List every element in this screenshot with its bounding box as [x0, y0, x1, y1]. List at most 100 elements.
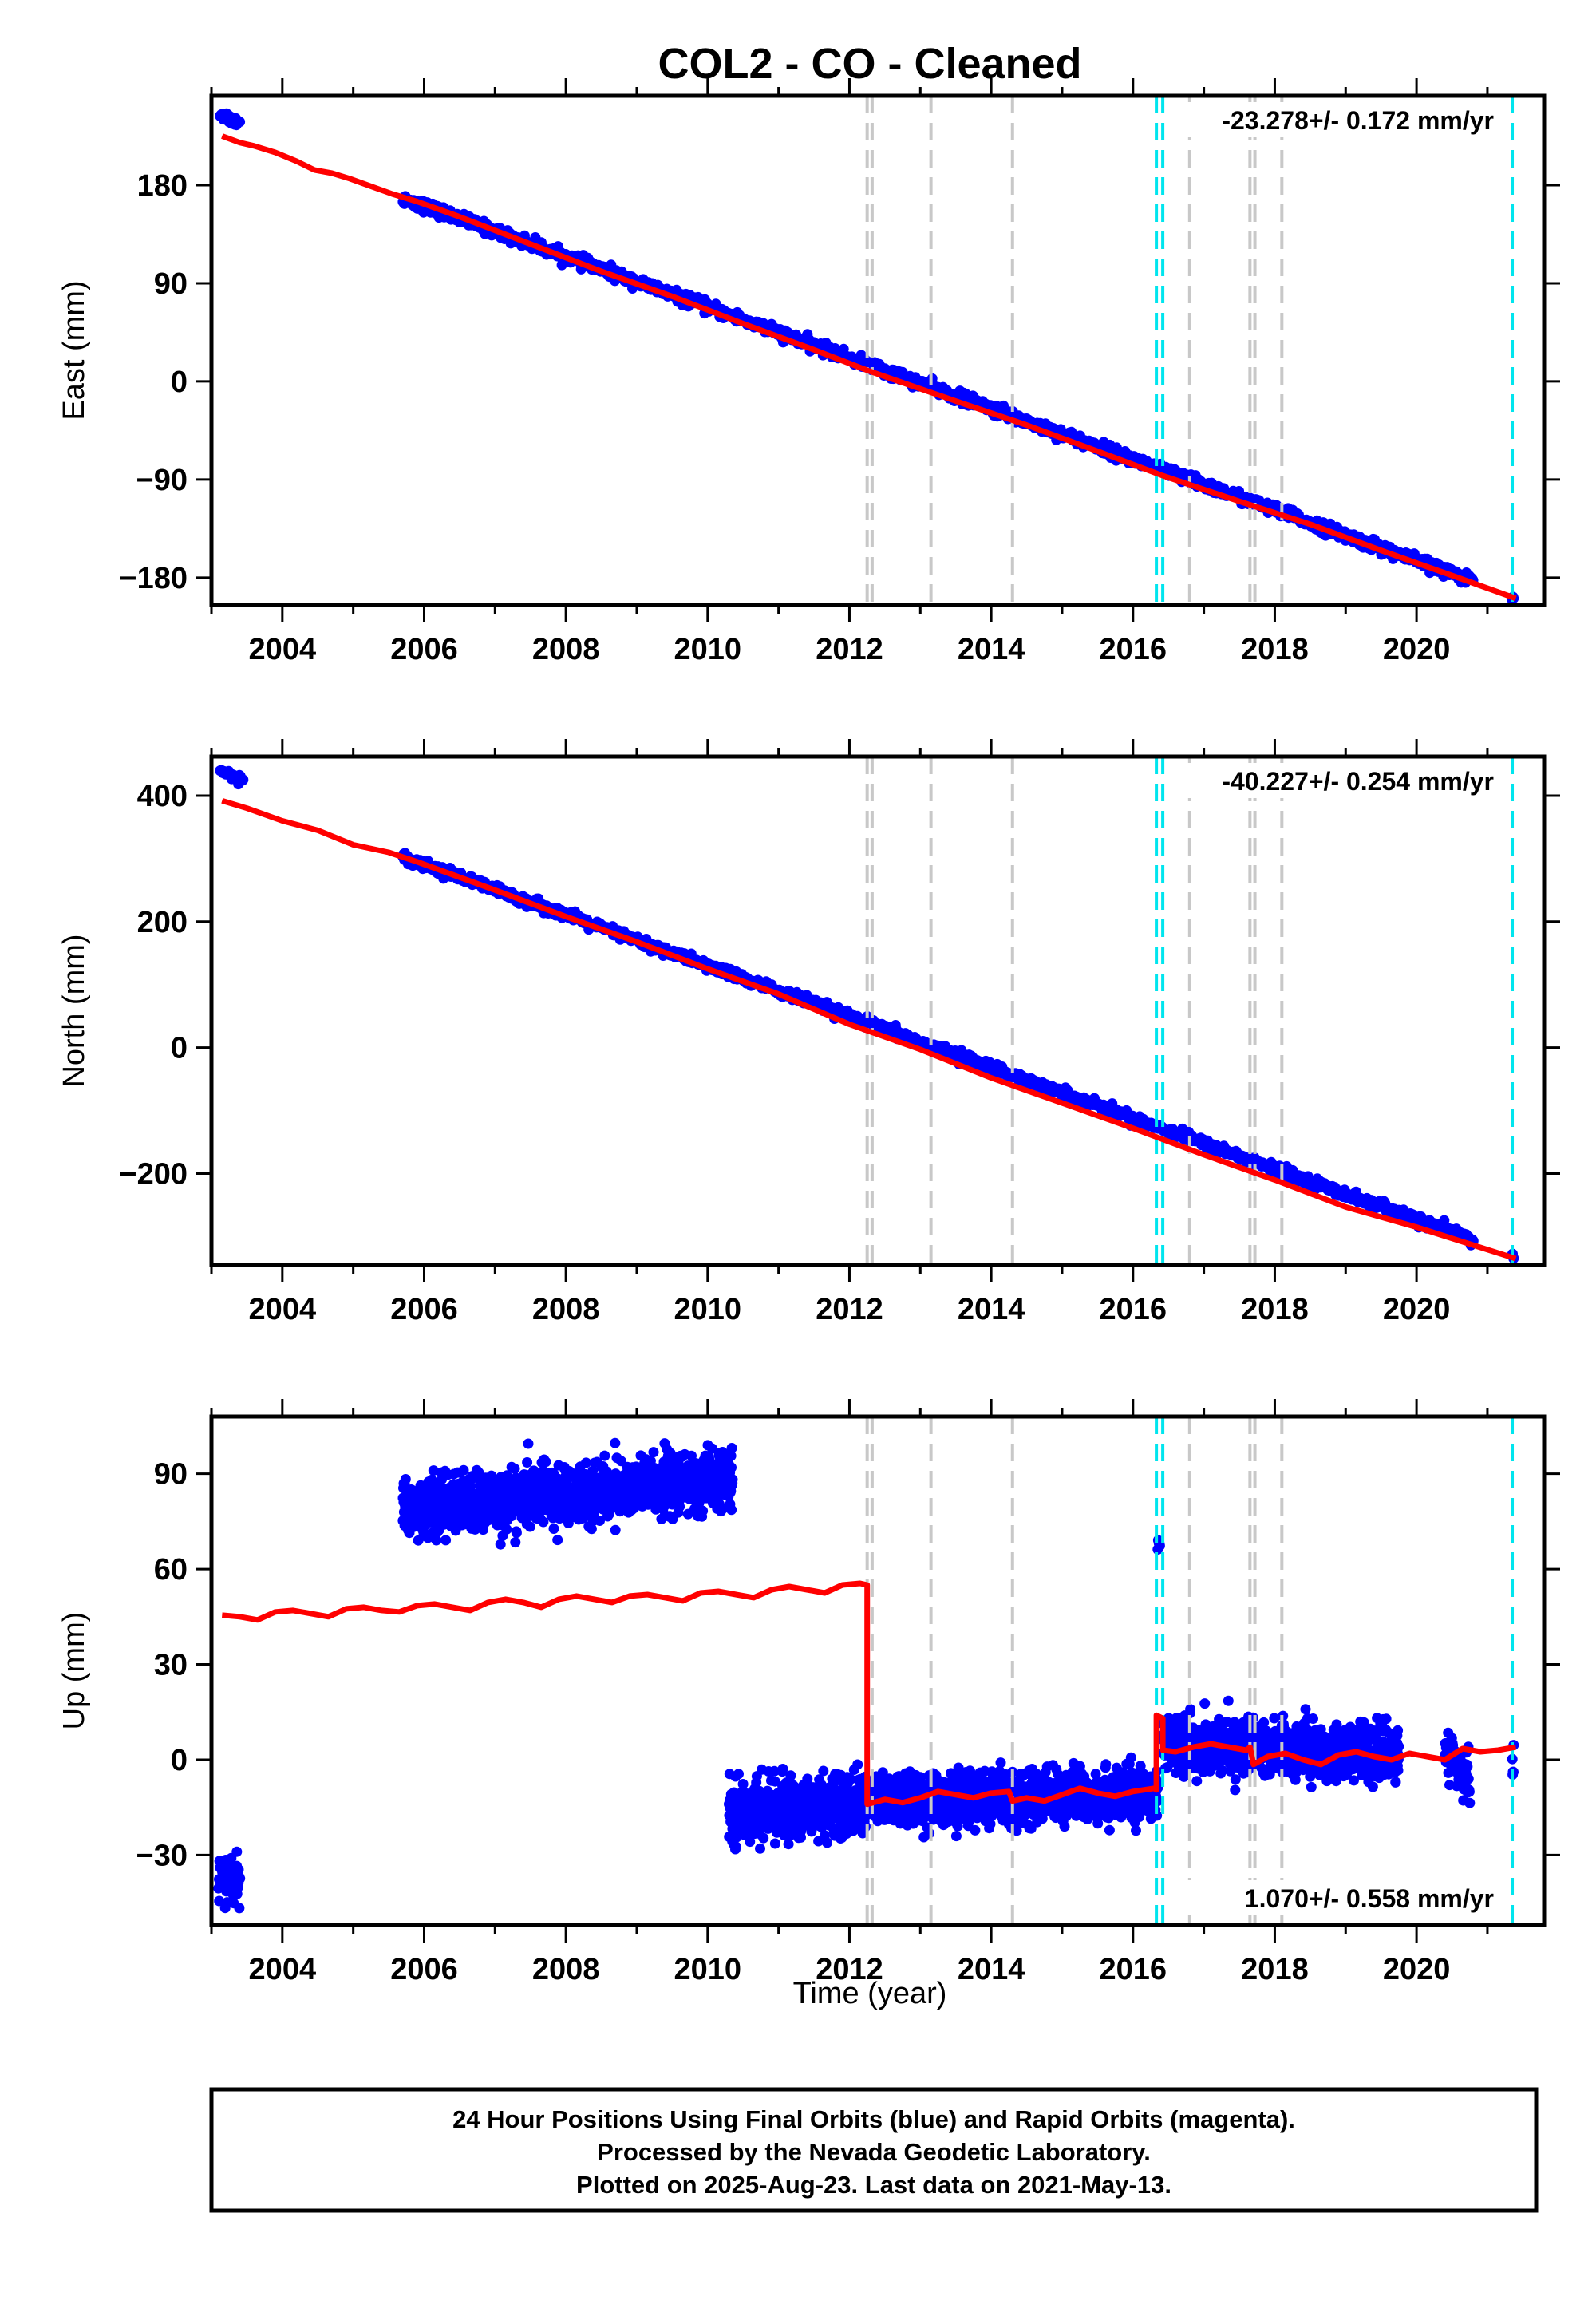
north-panel: 2004 2006 2008 2010 2012 2014 2016 2018 2020 400 2…: [57, 739, 1560, 1326]
east-rate-label: -23.278+/- 0.172 mm/yr: [1222, 106, 1494, 135]
up-obs-point: [214, 1895, 225, 1907]
east-x-tick-label: 2012: [816, 633, 883, 666]
east-x-tick-label: 2010: [674, 633, 742, 666]
up-obs-point: [777, 1764, 788, 1774]
up-obs-point: [783, 1839, 794, 1850]
north-y-tick-label: 400: [137, 780, 188, 813]
up-obs-point: [400, 1474, 411, 1484]
north-x-tick-label: 2004: [249, 1293, 317, 1326]
north-obs-point: [238, 774, 249, 785]
up-obs-point: [726, 1504, 737, 1516]
up-obs-point: [758, 1832, 769, 1844]
up-obs-point: [469, 1524, 480, 1535]
east-obs-point: [235, 117, 246, 128]
north-x-tick-label: 2016: [1100, 1293, 1167, 1326]
up-obs-point: [769, 1776, 780, 1787]
north-y-axis-label: North (mm): [57, 934, 91, 1087]
up-obs-point: [725, 1450, 737, 1461]
north-x-tick-label: 2008: [532, 1293, 600, 1326]
up-obs-point: [522, 1457, 533, 1468]
up-obs-point: [595, 1516, 605, 1526]
up-obs-point: [495, 1539, 506, 1550]
east-model-line: [221, 133, 1517, 602]
up-panel: 2004 2006 2008 2010 2012 2014 2016 2018 20209060…: [57, 1399, 1560, 1986]
up-obs-point: [726, 1443, 737, 1453]
east-panel: 2004 2006 2008 2010 2012 2014 2016 2018 20201809…: [57, 78, 1560, 666]
up-obs-point: [730, 1841, 741, 1852]
east-obs-segment: [215, 108, 246, 131]
up-obs-point: [697, 1505, 709, 1516]
up-obs-point: [610, 1524, 621, 1535]
up-obs-point: [648, 1447, 659, 1458]
east-x-tick-label: 2008: [532, 633, 600, 666]
east-x-tick-label: 2014: [958, 633, 1025, 666]
east-y-tick-label: 0: [171, 366, 188, 399]
up-obs-point: [510, 1537, 521, 1548]
up-obs-point: [523, 1438, 534, 1449]
east-x-tick-label: 2018: [1241, 633, 1309, 666]
up-obs-point: [431, 1535, 442, 1546]
up-obs-point: [231, 1846, 243, 1857]
up-obs-point: [674, 1501, 685, 1512]
up-obs-point: [726, 1462, 737, 1473]
north-y-tick-label: 0: [171, 1032, 188, 1065]
up-obs-point: [818, 1765, 829, 1777]
up-obs-point: [458, 1464, 469, 1476]
up-obs-point: [509, 1463, 520, 1474]
up-obs-point: [440, 1535, 452, 1546]
up-obs-point: [586, 1524, 597, 1535]
up-obs-point: [822, 1837, 832, 1848]
up-obs-point: [501, 1524, 512, 1535]
north-rate-label: -40.227+/- 0.254 mm/yr: [1222, 767, 1494, 796]
north-y-tick-label: −200: [119, 1158, 188, 1192]
north-obs-segment: [215, 765, 249, 790]
up-obs-point: [599, 1450, 610, 1461]
east-x-tick-label: 2016: [1100, 633, 1167, 666]
north-x-tick-label: 2010: [674, 1293, 742, 1326]
north-rate-label-bg: [1181, 763, 1500, 798]
up-obs-point: [785, 1770, 796, 1781]
up-obs-point: [524, 1521, 535, 1532]
up-obs-point: [769, 1765, 780, 1777]
up-obs-point: [610, 1437, 621, 1448]
east-frame: [209, 93, 1547, 607]
north-x-tick-label: 2018: [1241, 1293, 1309, 1326]
north-y-tick-label: 200: [137, 906, 188, 939]
up-obs-segment: [397, 1437, 738, 1550]
up-obs-point: [745, 1836, 756, 1848]
up-obs-point: [552, 1535, 563, 1546]
up-obs-point: [733, 1769, 744, 1780]
east-x-tick-label: 2006: [390, 633, 458, 666]
up-obs-point: [428, 1465, 439, 1476]
up-obs-point: [511, 1528, 522, 1539]
up-obs-point: [727, 1474, 738, 1485]
up-obs-point: [540, 1456, 551, 1468]
up-obs-point: [235, 1873, 246, 1884]
east-y-tick-label: −90: [136, 464, 188, 497]
north-x-tick-label: 2012: [816, 1293, 883, 1326]
figure-title: COL2 - CO - Cleaned: [658, 40, 1081, 88]
north-x-tick-label: 2006: [390, 1293, 458, 1326]
east-y-tick-label: 180: [137, 169, 188, 203]
up-obs-point: [538, 1516, 549, 1528]
up-obs-point: [769, 1838, 780, 1849]
up-obs-point: [802, 1773, 813, 1784]
up-obs-point: [706, 1443, 717, 1454]
north-model-line: [221, 797, 1517, 1262]
north-frame: [209, 754, 1547, 1267]
east-y-tick-label: 90: [154, 267, 188, 301]
north-x-tick-label: 2014: [958, 1293, 1025, 1326]
up-obs-point: [465, 1481, 476, 1492]
north-obs-point: [1439, 1215, 1450, 1226]
up-obs-point: [806, 1826, 817, 1837]
up-obs-point: [234, 1903, 245, 1914]
east-rate-label-bg: [1181, 102, 1500, 137]
east-x-tick-label: 2004: [249, 633, 317, 666]
east-y-tick-label: −180: [119, 562, 188, 595]
east-y-axis-label: East (mm): [57, 280, 91, 420]
north-x-tick-label: 2020: [1383, 1293, 1451, 1326]
up-obs-point: [755, 1843, 765, 1854]
up-obs-point: [737, 1779, 749, 1789]
up-obs-segment: [213, 1846, 246, 1914]
